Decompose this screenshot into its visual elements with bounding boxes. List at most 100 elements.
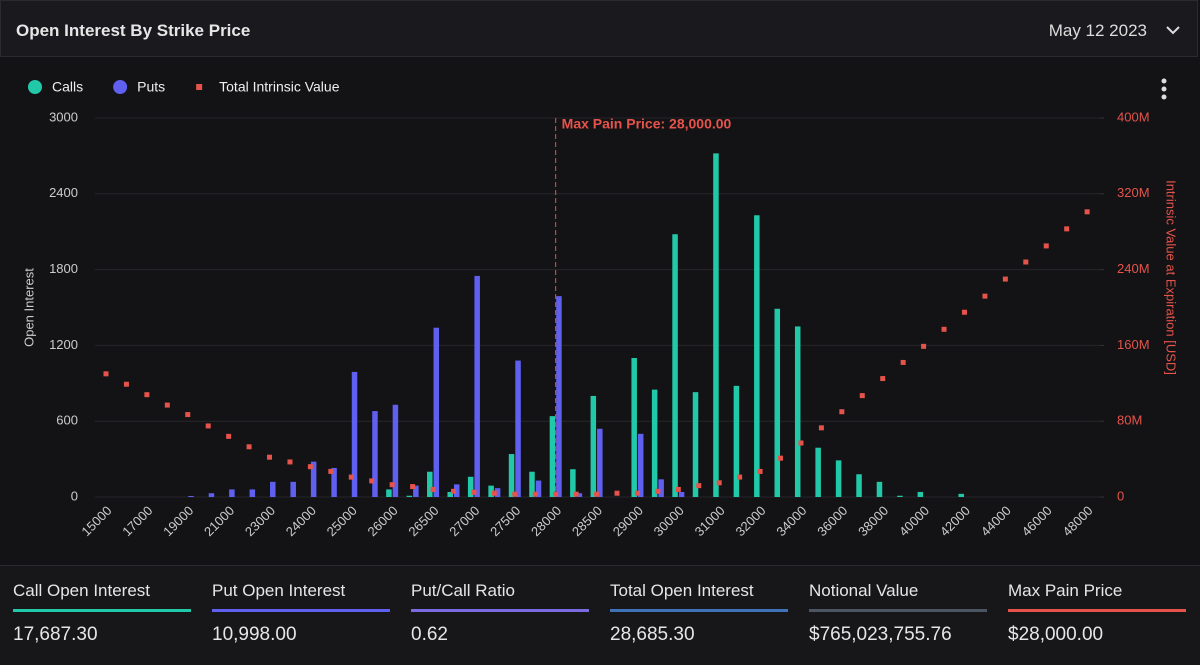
stat-label: Max Pain Price: [1008, 581, 1123, 600]
point: [185, 412, 191, 418]
bar: [372, 411, 378, 497]
bar: [188, 495, 194, 497]
legend-label: Calls: [52, 79, 83, 95]
bar: [270, 481, 276, 497]
point: [450, 488, 456, 494]
point: [205, 423, 211, 429]
bar: [535, 480, 542, 497]
bar: [835, 460, 842, 497]
bar: [331, 467, 337, 497]
stat-underline: [1008, 609, 1186, 612]
menu-dot[interactable]: [1161, 86, 1167, 92]
x-tick-label: 24000: [283, 503, 319, 539]
y-tick-label: 0: [71, 488, 78, 503]
bar: [229, 489, 235, 497]
bar: [488, 485, 494, 497]
point: [900, 359, 906, 365]
y-tick-label: 2400: [49, 185, 78, 200]
x-tick-label: 28000: [528, 503, 564, 539]
bar: [529, 471, 535, 497]
y-tick-label: 1800: [49, 261, 78, 276]
point: [410, 484, 416, 490]
bar: [651, 389, 658, 497]
x-tick-label: 23000: [242, 503, 278, 539]
bar: [392, 404, 399, 497]
stat-value: 10,998.00: [212, 624, 297, 645]
point: [982, 293, 988, 299]
stat-label: Notional Value: [809, 581, 919, 600]
bar: [678, 491, 685, 497]
point: [267, 454, 273, 460]
bar: [733, 385, 740, 497]
menu-dot[interactable]: [1161, 78, 1167, 84]
point: [246, 444, 252, 450]
y-tick-label: 1200: [49, 337, 78, 352]
x-tick-label: 25000: [324, 503, 360, 539]
x-tick-label: 40000: [896, 503, 932, 539]
x-tick-label: 27500: [487, 503, 523, 539]
bar: [754, 215, 760, 497]
title: Open Interest By Strike Price: [16, 21, 251, 40]
x-tick-label: 26500: [405, 503, 441, 539]
point: [961, 309, 967, 315]
point: [634, 490, 640, 496]
bar: [590, 395, 597, 497]
bar: [494, 488, 501, 497]
x-tick-label: 46000: [1019, 503, 1055, 539]
point: [839, 409, 845, 415]
point: [307, 464, 313, 470]
bar: [774, 308, 781, 497]
menu-dot[interactable]: [1161, 94, 1167, 100]
stat-underline: [212, 609, 390, 612]
y2-tick-label: 160M: [1117, 337, 1150, 352]
x-tick-label: 26000: [365, 503, 401, 539]
y2-tick-label: 80M: [1117, 413, 1142, 428]
point: [491, 490, 497, 496]
stat-value: 17,687.30: [13, 624, 98, 645]
point: [614, 490, 620, 496]
legend-label: Total Intrinsic Value: [219, 79, 340, 95]
bar: [208, 493, 215, 497]
x-tick-label: 36000: [814, 503, 850, 539]
bar: [597, 428, 603, 497]
x-tick-label: 32000: [732, 503, 768, 539]
y2-tick-label: 400M: [1117, 109, 1150, 124]
point: [655, 488, 661, 494]
point: [226, 433, 232, 439]
x-tick-label: 34000: [773, 503, 809, 539]
y2-tick-label: 0: [1117, 488, 1124, 503]
stat-label: Put Open Interest: [212, 581, 346, 600]
date-select[interactable]: May 12 2023: [1048, 21, 1147, 40]
stat-value: 28,685.30: [610, 624, 695, 645]
legend-label: Puts: [137, 79, 165, 95]
point: [941, 326, 947, 332]
x-tick-label: 38000: [855, 503, 891, 539]
point: [1064, 226, 1070, 232]
point: [778, 455, 784, 461]
stat-underline: [809, 609, 987, 612]
bar: [570, 469, 576, 497]
legend-marker: [113, 80, 128, 94]
point: [675, 486, 681, 492]
point: [430, 486, 436, 492]
bar: [815, 447, 821, 497]
bar: [386, 489, 392, 497]
chevron[interactable]: [1166, 25, 1180, 35]
bar: [958, 493, 964, 497]
x-tick-label: 27000: [446, 503, 482, 539]
point: [798, 440, 804, 446]
bar: [637, 433, 644, 497]
x-tick-label: 21000: [201, 503, 237, 539]
stat-underline: [13, 609, 191, 612]
stats-panel: Call Open Interest 17,687.30 Put Open Inte…: [0, 565, 1200, 665]
header: Open Interest By Strike Price May 12 202…: [0, 0, 1198, 57]
stat-value: $765,023,755.76: [809, 624, 952, 645]
stat-label: Call Open Interest: [13, 581, 151, 600]
bar: [876, 481, 883, 497]
bar: [515, 360, 521, 497]
legend-marker: [196, 84, 203, 90]
point: [164, 402, 170, 408]
stat-label: Total Open Interest: [610, 581, 754, 600]
bar: [549, 416, 556, 497]
